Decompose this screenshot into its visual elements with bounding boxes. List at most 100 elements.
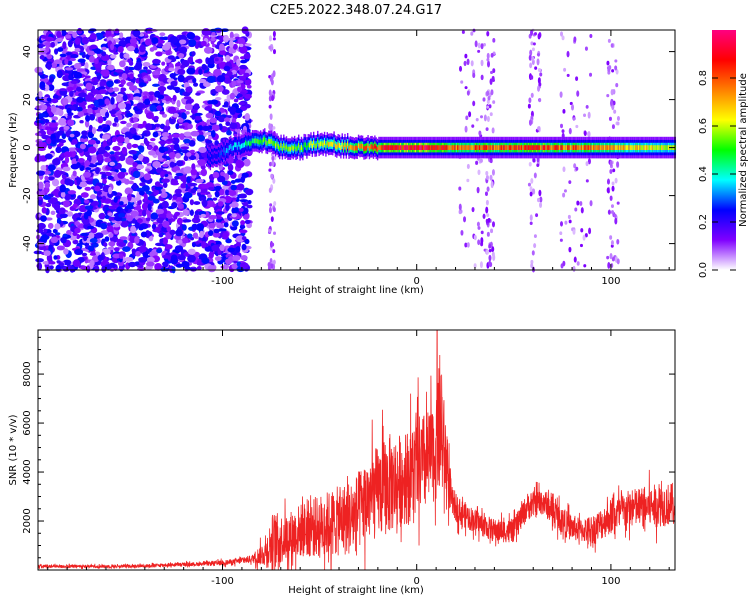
spectrogram-cell [272,126,276,130]
spectrogram-cell [84,75,91,79]
spectrogram-cell [39,55,45,60]
spectrogram-ridge-cell [588,145,591,150]
spectrogram-cell [231,213,237,218]
spectrogram-cell [122,94,128,102]
spectrogram-cell [194,115,202,121]
spectrogram-cell [206,75,216,83]
spectrogram-ridge-cell [206,153,209,159]
spectrogram-cell [161,44,171,51]
spectrogram-cell [62,200,71,208]
spectrogram-ridge-cell [342,145,345,151]
y-tick-label: 20 [22,93,33,106]
spectrogram-cell [559,231,563,236]
spectrogram-cell [572,117,576,121]
spectrogram-cell [108,104,113,111]
spectrogram-cell [464,53,468,59]
spectrogram-cell [96,154,104,161]
spectrogram-cell [120,79,126,85]
spectrogram-ridge-cell [356,145,358,151]
spectrogram-cell [196,266,202,271]
spectrogram-cell [610,244,614,248]
spectrogram-ridge-cell [545,145,547,150]
spectrogram-ridge-cell [665,145,667,150]
spectrogram-ridge-cell [355,145,357,151]
spectrogram-cell [607,209,611,215]
spectrogram-cell [67,40,73,48]
spectrogram-cell [536,157,540,163]
spectrogram-cell [97,146,106,155]
spectrogram-cell [37,196,43,200]
spectrogram-cell [121,72,128,80]
spectrogram-ridge-cell [295,146,297,152]
spectrogram-ridge-cell [559,145,561,150]
spectrogram-cell [200,213,206,218]
spectrogram-cell [165,119,170,127]
spectrogram-cell [272,70,276,78]
spectrogram-cell [126,203,134,210]
spectrogram-cell [108,205,117,210]
spectrogram-cell [112,122,117,127]
spectrogram-ridge-cell [338,143,341,148]
spectrogram-cell [109,151,115,155]
spectrogram-cell [477,226,481,230]
spectrogram-ridge-cell [269,139,271,144]
spectrogram-cell [107,175,114,180]
spectrogram-ridge-cell [493,145,496,150]
spectrogram-ridge-cell [211,154,213,159]
spectrogram-ridge-cell [307,142,309,148]
spectrogram-cell [575,124,579,129]
spectrogram-cell [239,262,249,269]
spectrogram-cell [190,188,197,194]
spectrogram-ridge-cell [370,144,372,150]
spectrogram-cell [45,202,52,208]
spectrogram-cell [482,213,486,219]
spectrogram-cell [142,62,151,67]
spectrogram-ridge-cell [628,145,630,150]
spectrogram-cell [270,216,274,223]
spectrogram-cell [566,50,570,58]
spectrogram-ridge-cell [391,145,394,150]
spectrogram-cell [490,70,494,75]
spectrogram-cell [52,158,61,166]
spectrogram-cell [163,124,171,131]
spectrogram-cell [486,58,490,62]
spectrogram-ridge-cell [213,153,216,158]
spectrogram-cell [267,266,271,270]
spectrogram-ridge-cell [227,148,229,154]
spectrogram-cell [614,177,618,184]
spectrogram-cell [489,261,493,268]
spectrogram-cell [139,182,146,187]
spectrogram-cell [139,44,146,53]
spectrogram-ridge-cell [319,141,322,147]
spectrogram-cell [611,69,615,73]
spectrogram-cell [563,67,567,72]
spectrogram-cell [62,259,72,266]
spectrogram-cell [610,43,614,48]
spectrogram-cell [37,113,47,118]
spectrogram-cell [57,47,64,52]
spectrogram-cell [217,176,226,183]
spectrogram-ridge-cell [243,142,246,148]
spectrogram-cell [560,31,564,37]
spectrogram-ridge-cell [574,145,576,150]
spectrogram-ridge-cell [374,143,376,149]
spectrogram-cell [271,155,275,161]
spectrogram-ridge-cell [617,145,619,150]
spectrogram-cell [268,104,272,109]
spectrogram-ridge-cell [644,145,647,150]
spectrogram-ridge-cell [651,145,653,150]
spectrogram-ridge-cell [239,144,241,150]
spectrogram-ridge-cell [402,145,405,150]
spectrogram-cell [488,254,492,262]
spectrogram-cell [83,171,92,178]
spectrogram-cell [131,143,139,149]
spectrogram-ridge-cell [478,145,481,150]
spectrogram-cell [207,265,217,273]
spectrogram-cell [615,83,619,88]
spectrogram-cell [136,102,145,110]
spectrogram-cell [124,256,134,262]
spectrogram-cell [537,197,541,203]
spectrogram-cell [64,156,70,164]
spectrogram-ridge-cell [510,145,512,150]
spectrogram-cell [65,52,72,56]
